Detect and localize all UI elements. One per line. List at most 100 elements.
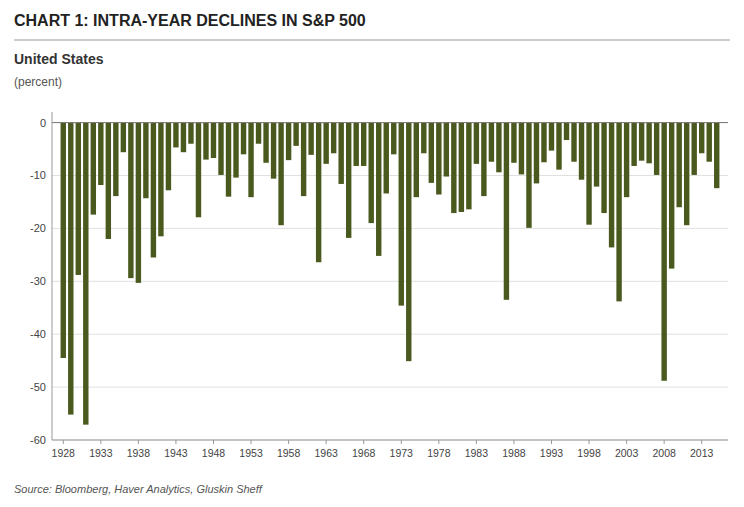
bar	[504, 123, 509, 300]
subtitle: United States	[14, 51, 104, 67]
bar	[331, 123, 336, 154]
bar	[143, 123, 148, 199]
x-tick-label: 2008	[652, 447, 676, 459]
bars	[61, 123, 720, 425]
y-tick-label: -30	[30, 275, 46, 287]
bar	[511, 123, 516, 163]
bar	[466, 123, 471, 210]
bar	[226, 123, 231, 197]
bar	[271, 123, 276, 179]
bar	[68, 123, 73, 415]
bar	[203, 123, 208, 160]
x-tick-label: 1998	[577, 447, 601, 459]
bar	[248, 123, 253, 198]
zero-line	[52, 122, 728, 123]
bar	[421, 123, 426, 154]
y-tick-label: -40	[30, 328, 46, 340]
bar	[241, 123, 246, 155]
bar	[353, 123, 358, 166]
bar	[376, 123, 381, 256]
bar	[714, 123, 719, 189]
bar	[278, 123, 283, 226]
x-tick-label: 1953	[239, 447, 263, 459]
bar	[676, 123, 681, 208]
x-tick	[213, 440, 214, 444]
x-tick-label: 1938	[127, 447, 151, 459]
bar	[151, 123, 156, 258]
bar	[173, 123, 178, 148]
bar	[256, 123, 261, 144]
x-tick	[175, 440, 176, 444]
bar	[263, 123, 268, 163]
bar	[699, 123, 704, 154]
bar	[691, 123, 696, 175]
bar	[669, 123, 674, 269]
bar	[609, 123, 614, 248]
bar	[211, 123, 216, 158]
bar	[474, 123, 479, 164]
x-tick-label: 1928	[52, 447, 76, 459]
bar	[166, 123, 171, 191]
bar	[624, 123, 629, 198]
x-tick-label: 1968	[352, 447, 376, 459]
bar	[586, 123, 591, 225]
bar	[414, 123, 419, 198]
bar	[459, 123, 464, 212]
x-tick	[701, 440, 702, 444]
title: CHART 1: INTRA-YEAR DECLINES IN S&P 500	[14, 12, 366, 29]
bar	[91, 123, 96, 215]
bar	[399, 123, 404, 306]
bar	[316, 123, 321, 263]
x-tick	[589, 440, 590, 444]
x-tick	[551, 440, 552, 444]
x-tick	[251, 440, 252, 444]
x-tick-label: 2003	[615, 447, 639, 459]
y-axis-line	[52, 112, 53, 440]
bar	[76, 123, 81, 275]
bar	[301, 123, 306, 197]
bar	[451, 123, 456, 213]
x-tick-label: 1958	[277, 447, 301, 459]
bar	[496, 123, 501, 173]
x-tick-label: 1963	[314, 447, 338, 459]
bar	[391, 123, 396, 155]
bar	[541, 123, 546, 163]
grid-line	[52, 387, 728, 388]
bar	[308, 123, 313, 155]
y-tick-label: -20	[30, 222, 46, 234]
source: Source: Bloomberg, Haver Analytics, Glus…	[14, 483, 263, 495]
grid-line	[52, 122, 728, 123]
bar	[98, 123, 103, 185]
bar	[654, 123, 659, 175]
x-tick	[363, 440, 364, 444]
bar	[323, 123, 328, 164]
bar	[684, 123, 689, 226]
bar	[188, 123, 193, 144]
bar	[121, 123, 126, 153]
grid-line	[52, 281, 728, 282]
x-tick	[401, 440, 402, 444]
bar	[369, 123, 374, 224]
grid	[52, 123, 728, 440]
x-tick-label: 1933	[89, 447, 113, 459]
bar	[128, 123, 133, 279]
bar	[564, 123, 569, 140]
bar	[661, 123, 666, 381]
bar	[218, 123, 223, 175]
bar	[549, 123, 554, 151]
x-tick	[326, 440, 327, 444]
bar	[83, 123, 88, 425]
bar	[481, 123, 486, 197]
bar	[601, 123, 606, 213]
bar	[526, 123, 531, 228]
bar	[384, 123, 389, 194]
x-tick-label: 1978	[427, 447, 451, 459]
x-tick-label: 1943	[164, 447, 188, 459]
bar	[707, 123, 712, 162]
y-tick-label: -10	[30, 169, 46, 181]
x-tick	[664, 440, 665, 444]
chart: CHART 1: INTRA-YEAR DECLINES IN S&P 500 U…	[0, 0, 744, 507]
bar	[346, 123, 351, 238]
x-tick-label: 1988	[502, 447, 526, 459]
bar	[406, 123, 411, 362]
